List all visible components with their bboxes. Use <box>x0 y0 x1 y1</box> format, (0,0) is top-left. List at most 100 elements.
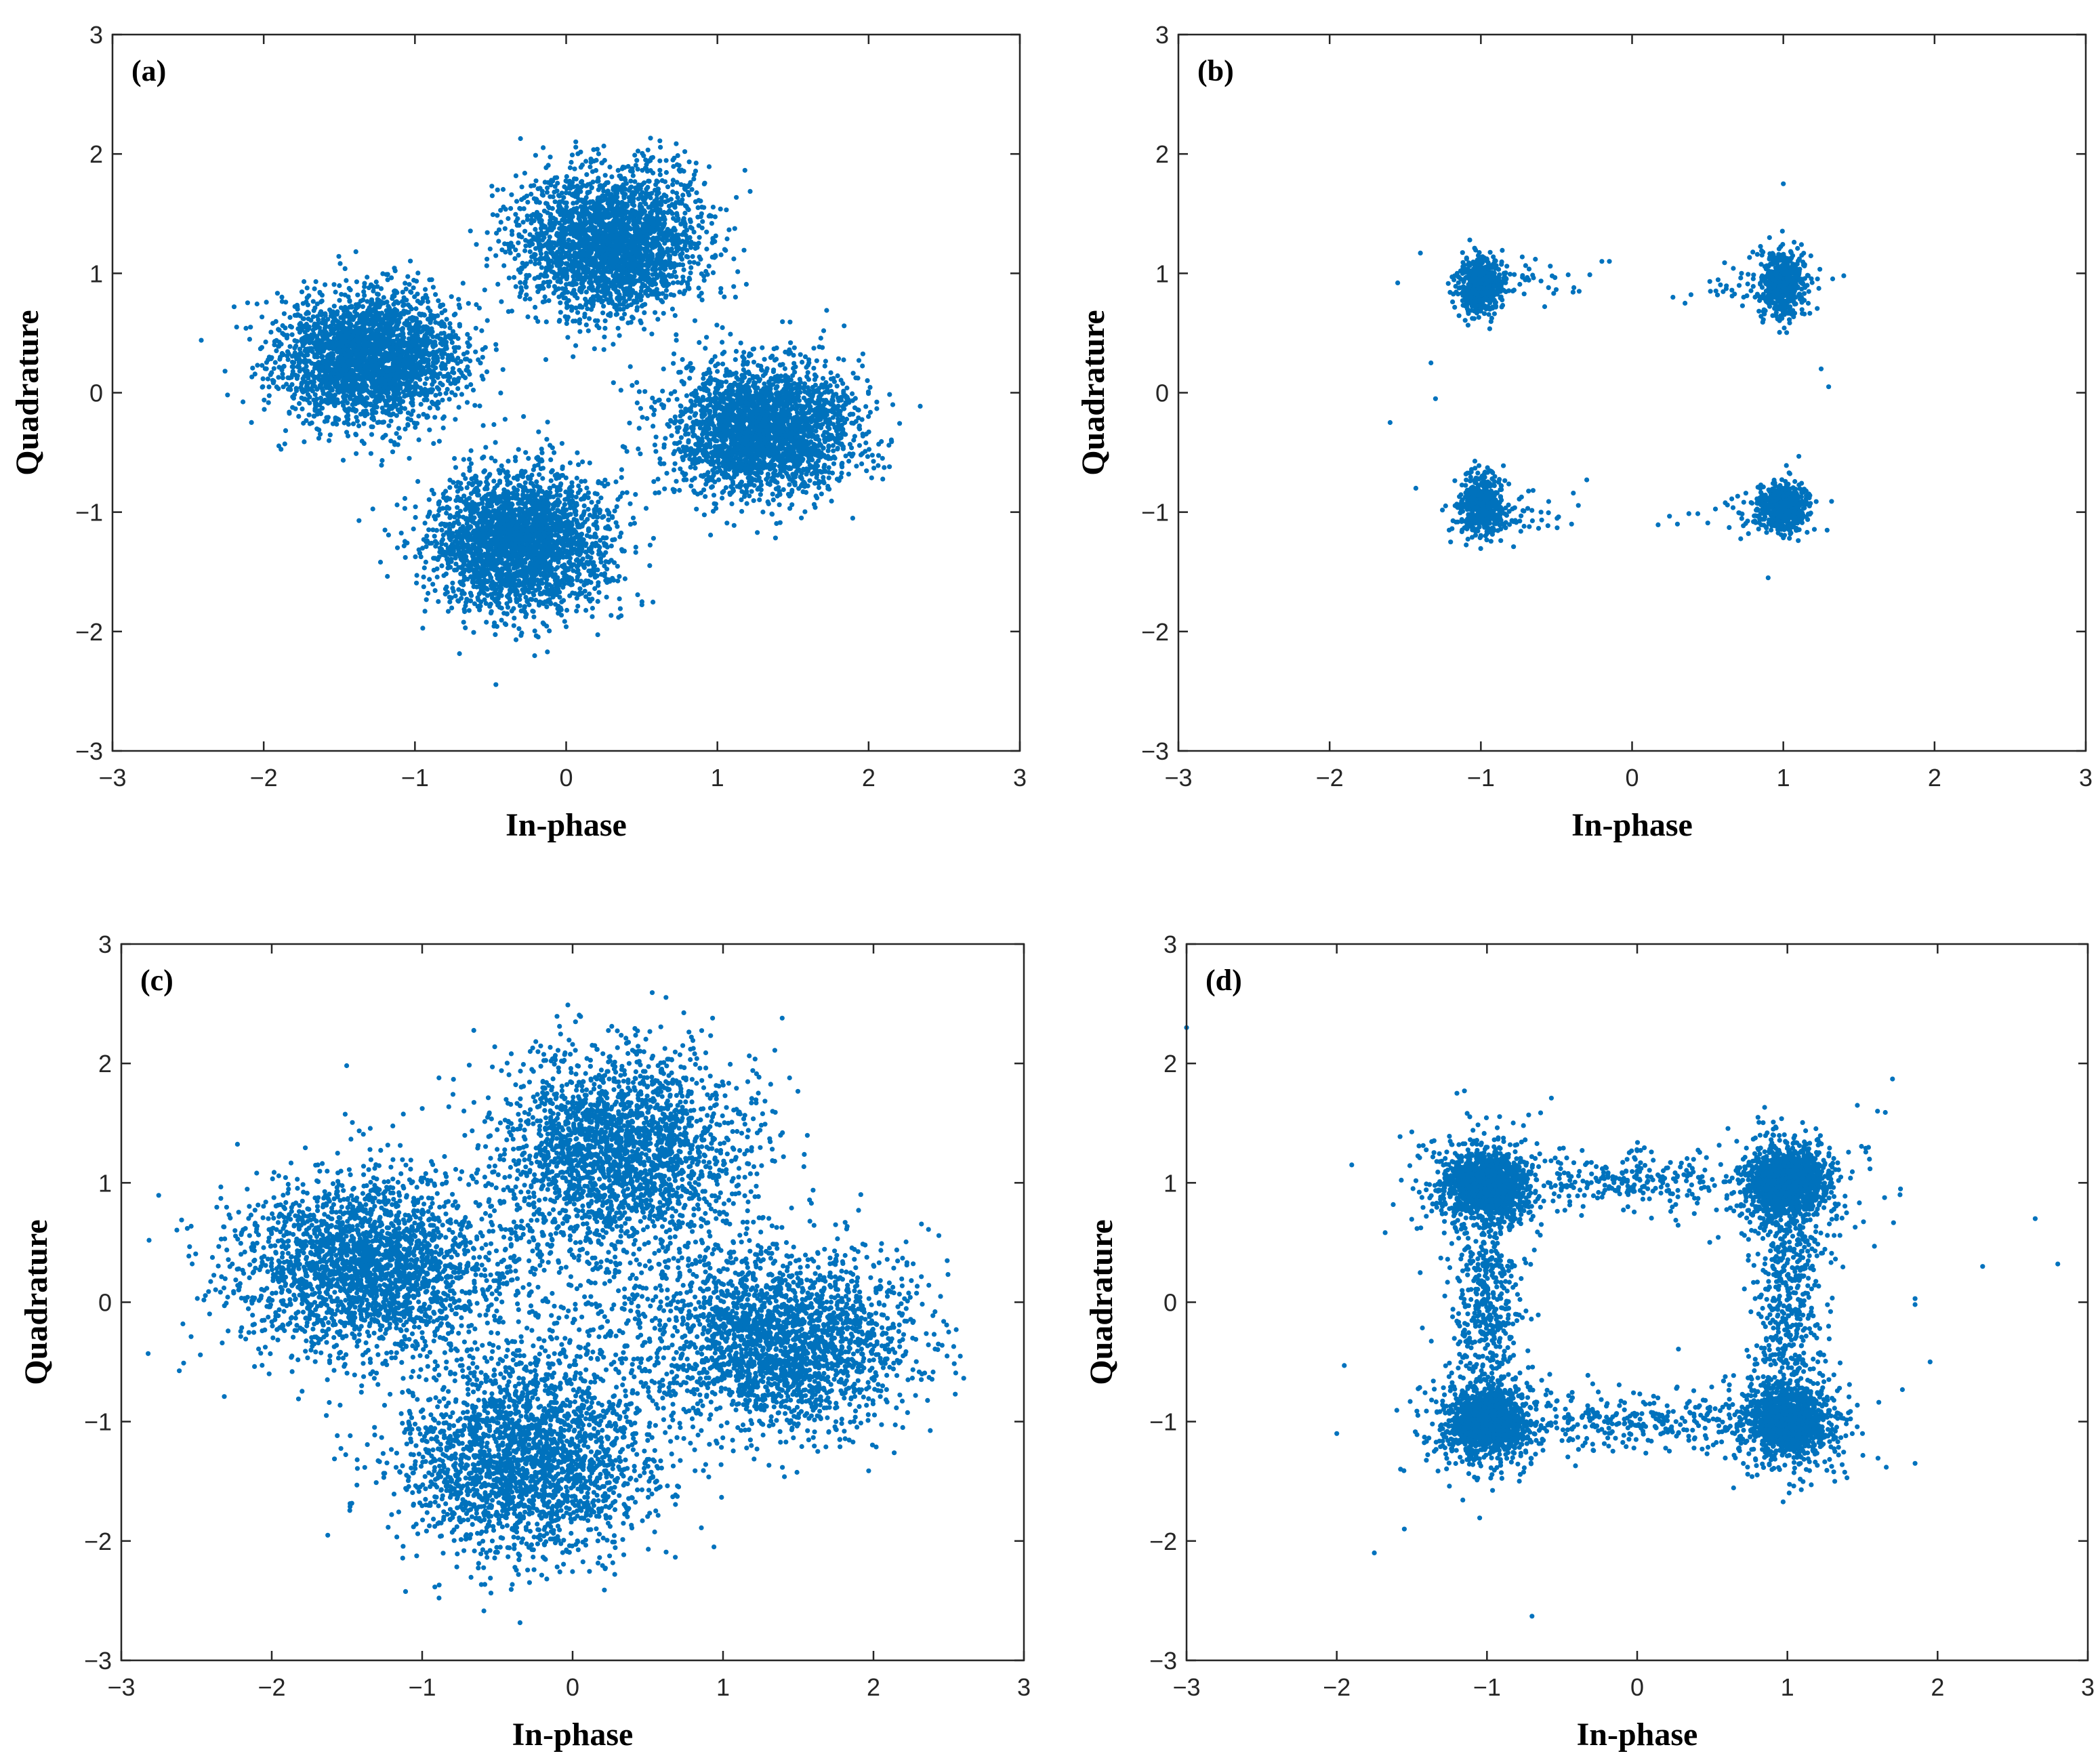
point <box>476 357 481 363</box>
point <box>649 190 655 196</box>
point <box>687 260 693 265</box>
point <box>390 449 396 455</box>
point <box>248 325 253 330</box>
point <box>564 173 569 180</box>
point <box>380 271 386 277</box>
point <box>686 286 692 291</box>
point <box>556 220 562 226</box>
point <box>402 321 407 327</box>
point <box>551 291 556 296</box>
point <box>674 211 680 216</box>
point <box>627 364 633 369</box>
point <box>371 377 376 382</box>
point <box>394 299 399 304</box>
point <box>519 184 524 190</box>
point <box>533 152 539 158</box>
point <box>463 375 468 381</box>
point <box>480 354 485 360</box>
point <box>582 314 588 319</box>
point <box>670 178 676 183</box>
point <box>292 392 297 397</box>
point <box>422 386 428 392</box>
point <box>415 270 421 276</box>
point <box>377 304 382 310</box>
point <box>304 364 309 369</box>
point <box>688 270 693 276</box>
point <box>642 327 647 332</box>
point <box>583 245 588 250</box>
point <box>623 248 629 253</box>
point <box>312 286 317 291</box>
point <box>698 214 703 220</box>
point <box>513 173 519 178</box>
point <box>659 195 664 201</box>
point <box>333 342 339 348</box>
point <box>324 400 329 405</box>
point <box>606 247 612 253</box>
point <box>330 346 336 352</box>
point <box>390 329 396 334</box>
point <box>657 158 663 163</box>
point <box>449 390 455 395</box>
point <box>378 388 384 394</box>
point <box>384 390 389 396</box>
point <box>642 180 647 186</box>
point <box>391 367 396 373</box>
point <box>668 197 674 202</box>
point <box>697 254 702 260</box>
point <box>317 403 323 408</box>
point <box>440 397 445 403</box>
point <box>422 343 428 348</box>
point <box>465 331 470 337</box>
point <box>337 344 343 349</box>
point <box>656 235 661 241</box>
point <box>335 376 341 382</box>
point <box>601 304 606 309</box>
point <box>369 346 375 352</box>
point <box>681 267 686 272</box>
point <box>535 319 541 324</box>
point <box>259 345 264 350</box>
point <box>379 462 384 468</box>
point <box>413 354 419 359</box>
point <box>615 289 621 294</box>
point <box>692 318 698 323</box>
point <box>344 278 349 283</box>
point <box>493 347 499 352</box>
point <box>649 251 655 257</box>
point <box>381 295 386 300</box>
point <box>346 416 351 422</box>
point <box>561 239 567 244</box>
point <box>225 392 230 398</box>
point <box>369 424 374 430</box>
point <box>322 336 327 342</box>
point <box>384 300 390 305</box>
point <box>445 386 450 392</box>
point <box>377 340 383 345</box>
point <box>529 191 534 197</box>
cluster-1 <box>468 136 753 386</box>
point <box>709 221 714 226</box>
point <box>316 436 322 441</box>
point <box>495 187 500 192</box>
point <box>368 327 373 332</box>
point <box>468 382 474 388</box>
point <box>362 281 367 286</box>
point <box>459 392 465 397</box>
point <box>322 342 327 348</box>
point <box>525 314 531 320</box>
point <box>295 304 300 310</box>
point <box>560 286 565 291</box>
point <box>578 189 583 195</box>
point <box>531 218 537 224</box>
point <box>594 178 600 184</box>
point <box>376 369 382 375</box>
point <box>688 243 693 249</box>
point <box>333 415 338 421</box>
point <box>377 323 382 329</box>
point <box>401 308 407 314</box>
point <box>344 367 349 373</box>
point <box>670 280 676 285</box>
point <box>307 401 312 406</box>
point <box>682 229 687 234</box>
